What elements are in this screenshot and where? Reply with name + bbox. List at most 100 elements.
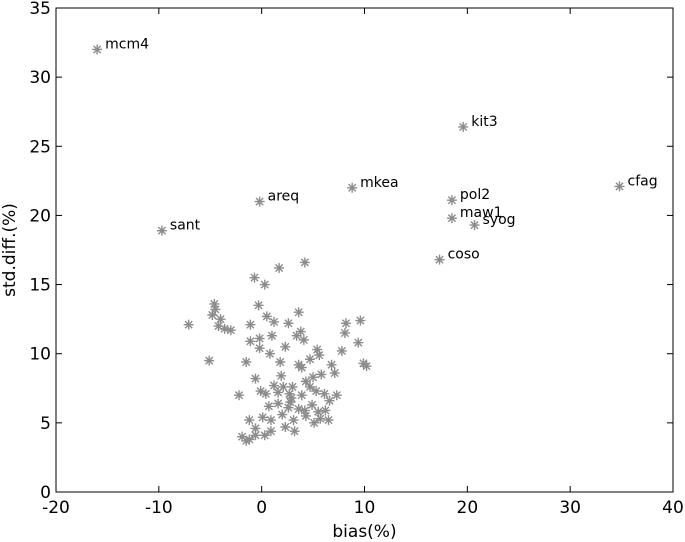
data-point [259,430,270,441]
data-point [304,354,315,365]
x-tick-label: 0 [256,498,267,518]
plot-area-frame [55,7,674,493]
data-point [353,337,364,348]
data-point [295,326,306,337]
data-point [204,355,215,366]
data-point [241,435,252,446]
data-point [283,318,294,329]
data-point [215,314,226,325]
y-tick-label: 5 [40,414,51,434]
data-point [278,381,289,392]
data-point [304,381,315,392]
data-point [280,422,291,433]
data-point [299,257,310,268]
data-point [209,298,220,309]
data-point [326,359,337,370]
point-label: syog [483,212,516,228]
data-point [293,404,304,415]
y-tick-labels: 0 5 10 15 20 25 30 35 [29,0,51,503]
data-point [339,327,350,338]
data-point [320,405,331,416]
data-point [244,434,255,445]
data-point [254,196,265,207]
x-tick-label: -10 [145,498,173,518]
data-point [250,373,261,384]
data-point [355,315,366,326]
point-label: areq [268,189,300,205]
data-point [293,307,304,318]
data-point [280,341,291,352]
x-axis-title: bias(%) [332,522,396,542]
data-point [316,369,327,380]
data-point [274,262,285,273]
x-tick-label: 30 [559,498,581,518]
data-point [254,333,265,344]
data-point [614,181,625,192]
data-point [245,319,256,330]
data-point [336,345,347,356]
data-point [299,405,310,416]
data-point [244,415,255,426]
data-point [92,44,103,55]
data-point [241,357,252,368]
data-point [277,409,288,420]
data-point [307,399,318,410]
data-point [300,376,311,387]
data-point [254,343,265,354]
data-point [284,388,295,399]
data-point [265,426,276,437]
y-tick-label: 35 [29,0,51,19]
point-label: kit3 [471,114,497,130]
data-point [265,415,276,426]
data-point [273,387,284,398]
data-point [249,272,260,283]
y-tick-label: 30 [29,68,51,88]
data-point [296,390,307,401]
data-point [340,318,351,329]
data-point [183,319,194,330]
data-point [207,309,218,320]
point-label: pol2 [460,187,490,203]
data-point [275,357,286,368]
point-label: mcm4 [105,36,149,52]
data-point [213,321,224,332]
data-point [263,401,274,412]
data-point [323,415,334,426]
data-point [225,325,236,336]
data-point [250,430,261,441]
x-tick-label: 40 [662,498,684,518]
y-axis-title: std.diff.(%) [0,203,20,297]
data-point [289,426,300,437]
data-point [312,344,323,355]
point-label: mkea [360,175,398,191]
data-point [253,300,264,311]
data-point [234,390,245,401]
data-point [298,334,309,345]
data-point [257,412,268,423]
data-point [446,213,457,224]
data-point [259,279,270,290]
data-point [309,417,320,428]
data-point [269,316,280,327]
axis-ticks [55,7,674,493]
y-tick-label: 25 [29,137,51,157]
data-point [314,350,325,361]
data-point [315,413,326,424]
x-tick-label: 10 [354,498,376,518]
y-tick-label: 10 [29,345,51,365]
data-point [319,388,330,399]
data-point [237,431,248,442]
data-point [446,195,457,206]
point-label: cfag [628,173,658,189]
data-point [347,182,358,193]
point-label: maw1 [460,205,503,221]
y-tick-label: 0 [40,483,51,503]
data-point [283,402,294,413]
data-point [331,390,342,401]
data-point [269,380,280,391]
data-point [287,381,298,392]
data-point [458,121,469,132]
data-point [260,388,271,399]
